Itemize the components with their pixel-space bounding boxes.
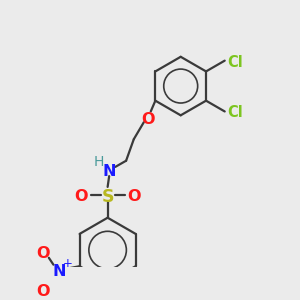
Text: O: O — [36, 246, 50, 261]
Text: Cl: Cl — [228, 55, 243, 70]
Text: N: N — [102, 164, 116, 179]
Text: N: N — [53, 264, 66, 279]
Text: +: + — [62, 257, 72, 270]
Text: S: S — [101, 188, 114, 206]
Text: O: O — [141, 112, 154, 127]
Text: O: O — [75, 189, 88, 204]
Text: O: O — [127, 189, 141, 204]
Text: H: H — [93, 155, 103, 169]
Text: Cl: Cl — [228, 106, 243, 121]
Text: O: O — [36, 284, 50, 299]
Text: -: - — [49, 293, 55, 300]
